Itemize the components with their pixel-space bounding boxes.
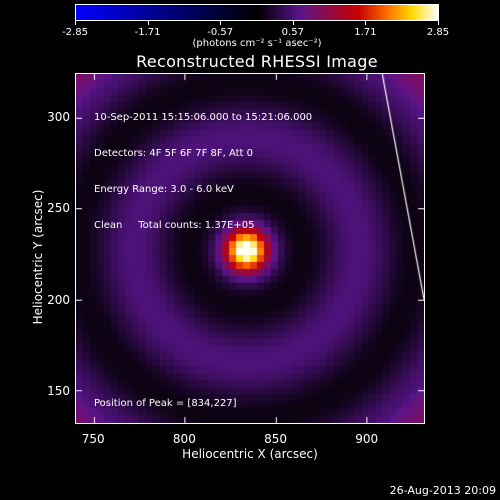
y-axis-label: Heliocentric Y (arcsec)	[31, 189, 45, 325]
footer-timestamp: 26-Aug-2013 20:09	[389, 484, 496, 497]
colorbar-tick-label: -1.71	[134, 27, 161, 38]
y-tick-label: 200	[47, 292, 70, 307]
x-tick-label: 850	[264, 432, 287, 446]
colorbar-unit: (photons cm⁻² s⁻¹ asec⁻²)	[192, 38, 322, 49]
colorbar-tick-label: 1.71	[354, 27, 377, 38]
info-detectors: Detectors: 4F 5F 6F 7F 8F, Att 0	[94, 148, 254, 159]
x-tick-label: 800	[172, 432, 196, 446]
colorbar-tick-label: -0.57	[207, 27, 234, 38]
y-tick-label: 250	[47, 201, 70, 216]
y-tick-label: 300	[47, 109, 70, 124]
colorbar-tick-mark	[365, 21, 367, 25]
colorbar-tick-mark	[438, 21, 439, 25]
x-axis-label: Heliocentric X (arcsec)	[182, 447, 318, 461]
heatmap-image	[75, 73, 425, 424]
chart-title: Reconstructed RHESSI Image	[136, 52, 378, 71]
observation-info: 10-Sep-2011 15:15:06.000 to 15:21:06.000…	[94, 88, 312, 244]
peak-position: Position of Peak = [834,227]	[94, 398, 237, 409]
colorbar-tick-label: 2.85	[426, 27, 450, 38]
colorbar-tick-mark	[75, 21, 76, 25]
x-tick-label: 900	[355, 432, 379, 446]
y-tick-label: 150	[47, 384, 70, 399]
colorbar-tick-mark	[147, 21, 149, 25]
info-time: 10-Sep-2011 15:15:06.000 to 15:21:06.000	[94, 112, 313, 123]
x-tick-label: 750	[81, 432, 105, 446]
colorbar-tick-mark	[292, 21, 294, 25]
colorbar-tick-mark	[220, 21, 222, 25]
colorbar-tick-label: 0.57	[281, 27, 304, 38]
info-energy: Energy Range: 3.0 - 6.0 keV	[94, 184, 234, 195]
colorbar-tick-label: -2.85	[62, 27, 88, 38]
info-counts: Clean Total counts: 1.37E+05	[94, 220, 255, 231]
colorbar	[75, 4, 439, 21]
